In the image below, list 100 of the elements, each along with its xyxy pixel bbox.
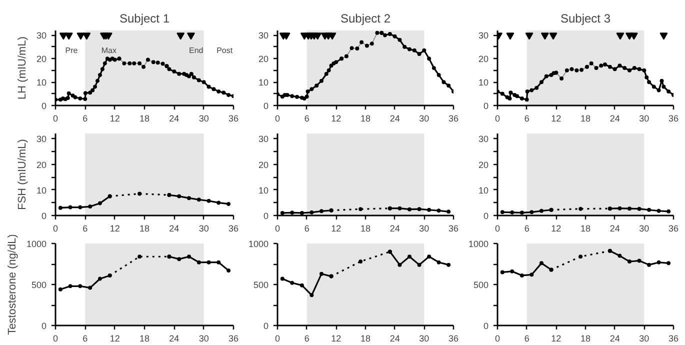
y-tick-label: 0 <box>483 211 489 221</box>
y-tick-label: 1000 <box>26 239 47 249</box>
x-tick-label: 30 <box>639 334 650 344</box>
y-tick-label: 0 <box>263 211 269 221</box>
annotation: End <box>189 46 204 55</box>
y-tick-label: 0 <box>483 101 489 111</box>
x-tick-label: 36 <box>228 114 239 124</box>
x-tick-label: 36 <box>448 114 459 124</box>
y-tick-label: 30 <box>36 134 47 144</box>
x-tick-label: 36 <box>668 114 679 124</box>
y-tick-label: 10 <box>36 185 47 196</box>
x-tick-label: 0 <box>274 334 280 344</box>
y-tick-label: 10 <box>258 78 269 88</box>
y-tick-label: 10 <box>258 185 269 196</box>
y-tick-label: 20 <box>36 160 47 170</box>
y-tick-label: 10 <box>478 78 489 88</box>
y-axis-title: FSH (mIU/mL) <box>16 139 28 210</box>
x-tick-label: 18 <box>580 114 591 124</box>
x-tick-label: 30 <box>198 114 209 124</box>
y-tick-label: 500 <box>31 280 47 290</box>
y-tick-label: 30 <box>36 30 47 41</box>
x-tick-label: 12 <box>551 334 562 344</box>
x-tick-label: 30 <box>639 224 650 234</box>
x-tick-label: 0 <box>274 114 280 124</box>
x-tick-label: 6 <box>82 114 88 124</box>
y-tick-label: 30 <box>478 30 489 41</box>
x-tick-label: 24 <box>610 114 620 124</box>
y-tick-label: 20 <box>258 54 269 64</box>
x-tick-label: 36 <box>228 334 239 344</box>
x-tick-label: 24 <box>169 334 180 344</box>
y-tick-label: 20 <box>258 160 269 170</box>
y-tick-label: 0 <box>263 101 269 111</box>
x-tick-label: 30 <box>419 114 430 124</box>
x-tick-label: 24 <box>390 334 400 344</box>
x-tick-label: 36 <box>448 334 459 344</box>
x-tick-label: 18 <box>580 334 591 344</box>
x-tick-label: 18 <box>139 334 150 344</box>
x-tick-label: 12 <box>551 114 562 124</box>
y-tick-label: 30 <box>478 134 489 144</box>
annotation: Pre <box>65 46 78 55</box>
x-tick-label: 24 <box>390 114 400 124</box>
x-tick-label: 0 <box>274 224 280 234</box>
x-tick-label: 18 <box>139 224 150 234</box>
y-tick-label: 1000 <box>248 239 269 249</box>
x-tick-label: 0 <box>52 334 58 344</box>
x-tick-label: 36 <box>668 334 679 344</box>
x-tick-label: 6 <box>304 224 310 234</box>
x-tick-label: 36 <box>668 224 679 234</box>
x-tick-label: 6 <box>82 334 88 344</box>
x-tick-label: 12 <box>110 334 120 344</box>
x-tick-label: 24 <box>169 224 180 234</box>
y-tick-label: 0 <box>41 321 47 331</box>
x-tick-label: 12 <box>331 224 342 234</box>
x-tick-label: 36 <box>228 224 239 234</box>
y-tick-label: 20 <box>478 54 489 64</box>
annotation: Max <box>101 46 116 55</box>
y-axis-title: Testosterone (ng/dL) <box>6 234 18 335</box>
y-tick-label: 30 <box>258 134 269 144</box>
y-tick-label: 0 <box>41 101 47 111</box>
x-tick-label: 24 <box>169 114 180 124</box>
y-tick-label: 500 <box>473 280 489 290</box>
y-tick-label: 10 <box>36 78 47 88</box>
x-tick-label: 6 <box>82 224 88 234</box>
y-tick-label: 10 <box>478 185 489 196</box>
x-tick-label: 6 <box>524 334 530 344</box>
chart-title: Subject 2 <box>340 12 391 26</box>
y-tick-label: 0 <box>263 321 269 331</box>
x-tick-label: 30 <box>639 114 650 124</box>
annotation: Post <box>216 46 234 55</box>
y-axis-title: LH (mIU/mL) <box>16 36 28 100</box>
x-tick-label: 6 <box>524 114 530 124</box>
x-tick-label: 18 <box>360 334 371 344</box>
x-tick-label: 30 <box>419 224 430 234</box>
y-tick-label: 0 <box>483 321 489 331</box>
x-tick-label: 18 <box>580 224 591 234</box>
y-tick-label: 20 <box>478 160 489 170</box>
chart-title: Subject 1 <box>119 12 170 26</box>
x-tick-label: 0 <box>52 224 58 234</box>
x-tick-label: 12 <box>551 224 562 234</box>
y-tick-label: 0 <box>41 211 47 221</box>
x-tick-label: 6 <box>304 114 310 124</box>
x-tick-label: 12 <box>110 114 120 124</box>
y-tick-label: 1000 <box>468 239 489 249</box>
x-tick-label: 6 <box>304 334 310 344</box>
chart-title: Subject 3 <box>560 12 611 26</box>
x-tick-label: 12 <box>331 334 342 344</box>
x-tick-label: 30 <box>198 224 209 234</box>
x-tick-label: 0 <box>494 224 500 234</box>
x-tick-label: 30 <box>198 334 209 344</box>
x-tick-label: 0 <box>52 114 58 124</box>
x-tick-label: 24 <box>390 224 400 234</box>
y-tick-label: 30 <box>258 30 269 41</box>
x-tick-label: 24 <box>610 224 620 234</box>
x-tick-label: 12 <box>110 224 120 234</box>
x-tick-label: 24 <box>610 334 620 344</box>
x-tick-label: 12 <box>331 114 342 124</box>
x-tick-label: 30 <box>419 334 430 344</box>
x-tick-label: 6 <box>524 224 530 234</box>
x-tick-label: 0 <box>494 114 500 124</box>
x-tick-label: 36 <box>448 224 459 234</box>
